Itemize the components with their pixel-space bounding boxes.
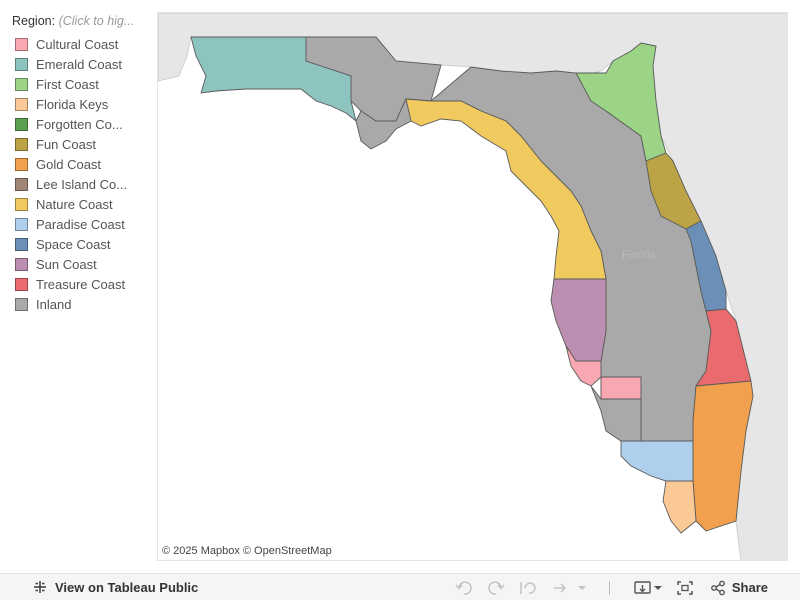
legend-swatch bbox=[15, 137, 28, 151]
refresh-icon bbox=[553, 582, 566, 593]
legend-label: Treasure Coast bbox=[36, 276, 126, 292]
legend-list: Cultural Coast Emerald Coast First Coast Fl… bbox=[12, 34, 152, 314]
legend-label: Fun Coast bbox=[36, 136, 96, 152]
legend-swatch bbox=[15, 197, 28, 211]
legend-swatch bbox=[15, 117, 28, 131]
legend-label: Florida Keys bbox=[36, 96, 109, 112]
legend-item[interactable]: Gold Coast bbox=[12, 154, 152, 174]
legend-swatch bbox=[15, 217, 28, 231]
legend-item[interactable]: Treasure Coast bbox=[12, 274, 152, 294]
legend-swatch bbox=[15, 97, 28, 111]
legend-label: First Coast bbox=[36, 76, 99, 92]
region-gold-coast[interactable] bbox=[692, 380, 754, 532]
legend-label: Lee Island Co... bbox=[36, 176, 128, 192]
download-button[interactable] bbox=[634, 580, 662, 596]
state-label: Florida bbox=[622, 249, 656, 261]
revert-button[interactable] bbox=[519, 580, 537, 596]
undo-icon bbox=[455, 580, 472, 595]
legend-label: Emerald Coast bbox=[36, 56, 122, 72]
legend-item[interactable]: Paradise Coast bbox=[12, 214, 152, 234]
legend-swatch bbox=[15, 57, 28, 71]
legend-hint: (Click to hig... bbox=[58, 14, 135, 28]
undo-button[interactable] bbox=[455, 580, 473, 596]
legend-swatch bbox=[15, 177, 28, 191]
share-icon bbox=[710, 580, 725, 595]
region-sun-coast[interactable] bbox=[550, 278, 607, 362]
legend-item[interactable]: Nature Coast bbox=[12, 194, 152, 214]
legend-item[interactable]: Forgotten Co... bbox=[12, 114, 152, 134]
tableau-logo-icon bbox=[32, 579, 48, 595]
legend-header: Region: (Click to hig... bbox=[12, 12, 152, 30]
view-on-tableau-public-link[interactable]: View on Tableau Public bbox=[32, 579, 198, 595]
legend-label: Sun Coast bbox=[36, 256, 97, 272]
region-legend: Region: (Click to hig... Cultural Coast E… bbox=[12, 12, 152, 314]
fullscreen-button[interactable] bbox=[676, 580, 694, 596]
legend-item[interactable]: Sun Coast bbox=[12, 254, 152, 274]
legend-item[interactable]: Inland bbox=[12, 294, 152, 314]
toolbar-actions: Share bbox=[441, 574, 768, 600]
revert-icon bbox=[520, 581, 536, 594]
legend-title: Region: bbox=[12, 14, 56, 28]
chevron-down-icon bbox=[577, 585, 586, 590]
download-icon bbox=[634, 580, 662, 594]
legend-item[interactable]: Fun Coast bbox=[12, 134, 152, 154]
legend-label: Inland bbox=[36, 296, 72, 312]
florida-map[interactable]: Florida © 2025 Mapbox © OpenStreetMap bbox=[157, 12, 788, 561]
legend-swatch bbox=[15, 277, 28, 291]
map-canvas[interactable] bbox=[158, 13, 788, 561]
legend-item[interactable]: Cultural Coast bbox=[12, 34, 152, 54]
legend-item[interactable]: Space Coast bbox=[12, 234, 152, 254]
legend-label: Paradise Coast bbox=[36, 216, 125, 232]
tableau-toolbar: View on Tableau Public bbox=[0, 573, 800, 600]
legend-swatch bbox=[15, 237, 28, 251]
fullscreen-icon bbox=[677, 580, 693, 595]
refresh-button[interactable] bbox=[551, 580, 569, 596]
region-florida-keys[interactable] bbox=[662, 480, 697, 534]
region-cultural-coast[interactable] bbox=[565, 345, 642, 400]
legend-label: Forgotten Co... bbox=[36, 116, 123, 132]
legend-label: Space Coast bbox=[36, 236, 111, 252]
legend-item[interactable]: Emerald Coast bbox=[12, 54, 152, 74]
legend-label: Cultural Coast bbox=[36, 36, 119, 52]
legend-swatch bbox=[15, 297, 28, 311]
region-paradise-coast[interactable] bbox=[620, 440, 694, 482]
map-attribution[interactable]: © 2025 Mapbox © OpenStreetMap bbox=[162, 545, 332, 557]
share-button[interactable]: Share bbox=[710, 580, 768, 596]
redo-button[interactable] bbox=[487, 580, 505, 596]
legend-swatch bbox=[15, 257, 28, 271]
legend-item[interactable]: Lee Island Co... bbox=[12, 174, 152, 194]
legend-swatch bbox=[15, 157, 28, 171]
toolbar-divider bbox=[608, 580, 610, 595]
region-first-coast[interactable] bbox=[575, 42, 667, 162]
share-label: Share bbox=[731, 580, 768, 595]
legend-label: Nature Coast bbox=[36, 196, 113, 212]
legend-item[interactable]: First Coast bbox=[12, 74, 152, 94]
redo-icon bbox=[488, 580, 505, 595]
legend-label: Gold Coast bbox=[36, 156, 102, 172]
legend-swatch bbox=[15, 77, 28, 91]
region-emerald-coast[interactable] bbox=[190, 36, 357, 123]
view-on-tableau-public-label: View on Tableau Public bbox=[55, 579, 199, 595]
legend-swatch bbox=[15, 37, 28, 51]
legend-item[interactable]: Florida Keys bbox=[12, 94, 152, 114]
refresh-dropdown-button[interactable] bbox=[577, 580, 587, 596]
